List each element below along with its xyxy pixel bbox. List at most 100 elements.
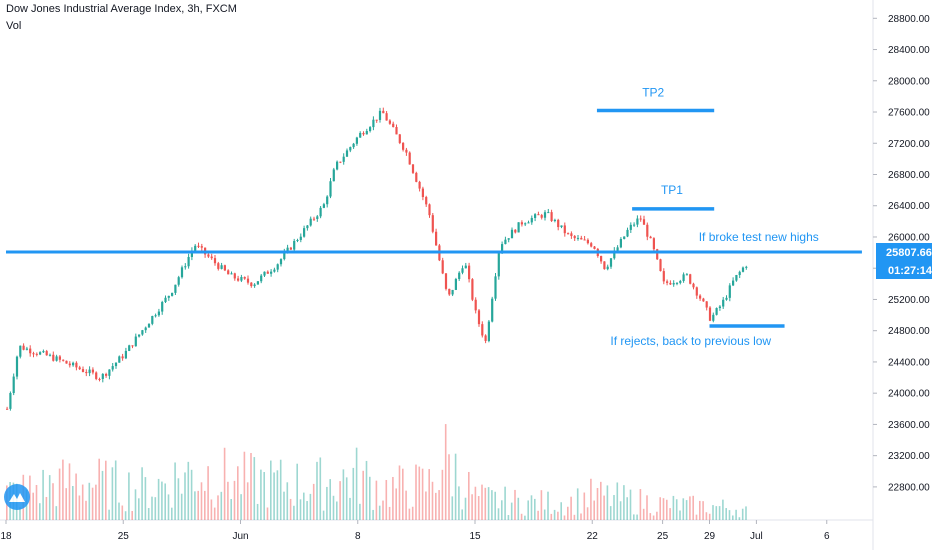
volume-bar <box>306 501 308 520</box>
volume-bar <box>72 485 74 520</box>
candle-body <box>560 225 563 228</box>
candle-body <box>91 369 94 373</box>
volume-bar <box>418 466 421 520</box>
candle-body <box>39 352 42 355</box>
volume-bar <box>481 484 483 520</box>
candle-body <box>144 327 147 331</box>
volume-bar <box>147 508 150 520</box>
candle-body <box>246 278 250 283</box>
volume-bar <box>273 472 275 520</box>
candle-body <box>547 212 550 214</box>
y-tick-label: 23200.00 <box>888 451 930 462</box>
volume-bar <box>286 482 289 520</box>
volume-bar <box>738 517 741 520</box>
volume-bar <box>550 513 553 520</box>
x-tick-label: 8 <box>355 531 361 542</box>
candle-body <box>679 280 682 283</box>
candle-body <box>190 250 193 257</box>
candle-body <box>501 244 504 252</box>
volume-bar <box>464 497 467 520</box>
volume-bar <box>98 458 100 520</box>
candle-body <box>177 277 180 285</box>
volume-bar <box>603 495 605 520</box>
candle-body <box>385 113 388 121</box>
volume-bar <box>161 481 163 520</box>
candle-body <box>283 252 286 260</box>
volume-bar <box>256 503 259 520</box>
candle-body <box>567 233 570 235</box>
candle-body <box>718 306 721 309</box>
volume-bar <box>636 514 638 520</box>
candle-body <box>649 236 652 239</box>
volume-bar <box>692 495 694 520</box>
volume-bar <box>355 447 358 520</box>
volume-bar <box>85 500 87 520</box>
candle-body <box>504 239 507 245</box>
volume-bar <box>699 500 701 520</box>
candle-body <box>411 164 415 173</box>
volume-bar <box>131 510 133 520</box>
annotation-label: TP2 <box>642 85 664 99</box>
candle-body <box>738 271 741 276</box>
volume-bar <box>151 496 153 520</box>
candle-body <box>725 297 728 300</box>
volume-bar <box>382 500 384 520</box>
candle-body <box>240 277 243 281</box>
candle-body <box>425 197 428 205</box>
volume-bar <box>405 490 407 520</box>
candle-body <box>583 239 586 241</box>
volume-bar <box>695 514 698 520</box>
volume-bar <box>537 510 539 520</box>
y-tick-label: 26400.00 <box>888 201 930 212</box>
candle-body <box>237 278 240 281</box>
volume-bar <box>606 485 609 520</box>
volume-bar <box>81 484 84 520</box>
candle-body <box>662 271 665 282</box>
candle-body <box>534 214 537 218</box>
candle-body <box>164 297 167 303</box>
y-tick-label: 26800.00 <box>888 170 930 181</box>
volume-bar <box>52 483 54 520</box>
volume-bar <box>458 486 460 520</box>
volume-bar <box>590 478 592 520</box>
volume-bar <box>491 490 493 520</box>
annotation-label: If rejects, back to previous low <box>610 334 771 348</box>
price-badge-text: 25807.66 <box>886 247 932 259</box>
volume-bar <box>319 457 322 520</box>
volume-bar <box>662 498 665 520</box>
candle-body <box>603 261 606 270</box>
candle-body <box>520 222 523 225</box>
volume-bar <box>223 447 226 520</box>
candle-body <box>316 216 319 219</box>
candle-body <box>408 152 411 165</box>
candle-body <box>355 137 358 144</box>
volume-bar <box>352 467 355 520</box>
candle-body <box>402 142 405 150</box>
candle-body <box>52 354 55 361</box>
volume-bar <box>573 514 576 520</box>
candle-body <box>652 238 655 250</box>
candle-body <box>362 132 365 135</box>
candle-body <box>494 276 497 299</box>
volume-bar <box>593 500 595 520</box>
candle-body <box>550 212 553 221</box>
candle-body <box>702 298 705 302</box>
volume-bar <box>527 500 529 520</box>
candle-body <box>220 265 223 269</box>
candle-body <box>468 265 471 280</box>
tradingview-logo-icon[interactable] <box>4 484 30 510</box>
volume-bar <box>237 466 239 520</box>
volume-bar <box>213 507 216 520</box>
volume-bar <box>702 501 704 520</box>
candle-body <box>431 215 434 232</box>
candle-body <box>194 245 197 251</box>
candle-body <box>428 204 431 216</box>
volume-bar <box>289 498 292 520</box>
volume-bar <box>336 501 338 520</box>
candle-body <box>636 218 639 225</box>
volume-bar <box>633 514 635 520</box>
candle-body <box>418 181 421 189</box>
candle-body <box>369 127 372 131</box>
candle-body <box>55 356 58 361</box>
y-tick-label: 28800.00 <box>888 14 930 25</box>
